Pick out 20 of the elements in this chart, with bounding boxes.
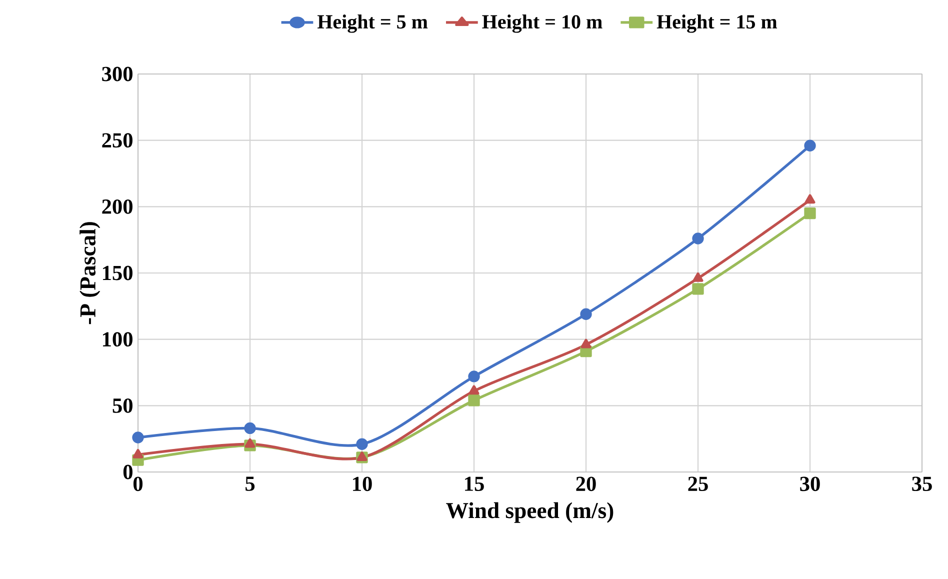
y-tick-label: 200 — [102, 199, 132, 214]
x-tick-label: 25 — [688, 476, 708, 492]
y-tick-label: 300 — [102, 66, 132, 82]
x-tick-label: 35 — [912, 476, 932, 492]
y-tick-label: 0 — [123, 464, 132, 480]
x-tick-label: 5 — [246, 476, 255, 491]
x-tick-label: 0 — [133, 476, 143, 492]
legend-label: Height = 5 m — [317, 14, 428, 33]
y-tick-label: 50 — [112, 398, 132, 413]
x-tick-label: 20 — [576, 476, 596, 492]
x-tick-label: 10 — [353, 476, 372, 492]
y-tick-label: 100 — [103, 332, 132, 347]
legend-label: Height = 15 m — [656, 14, 778, 33]
y-tick-label: 250 — [102, 133, 132, 148]
x-tick-label: 15 — [465, 476, 484, 492]
y-axis-title: -P (Pascal) — [80, 222, 100, 324]
legend-label: Height = 10 m — [482, 14, 602, 33]
y-tick-label: 150 — [103, 266, 132, 280]
x-tick-label: 30 — [800, 476, 820, 492]
x-axis-title: Wind speed (m/s) — [446, 502, 614, 523]
